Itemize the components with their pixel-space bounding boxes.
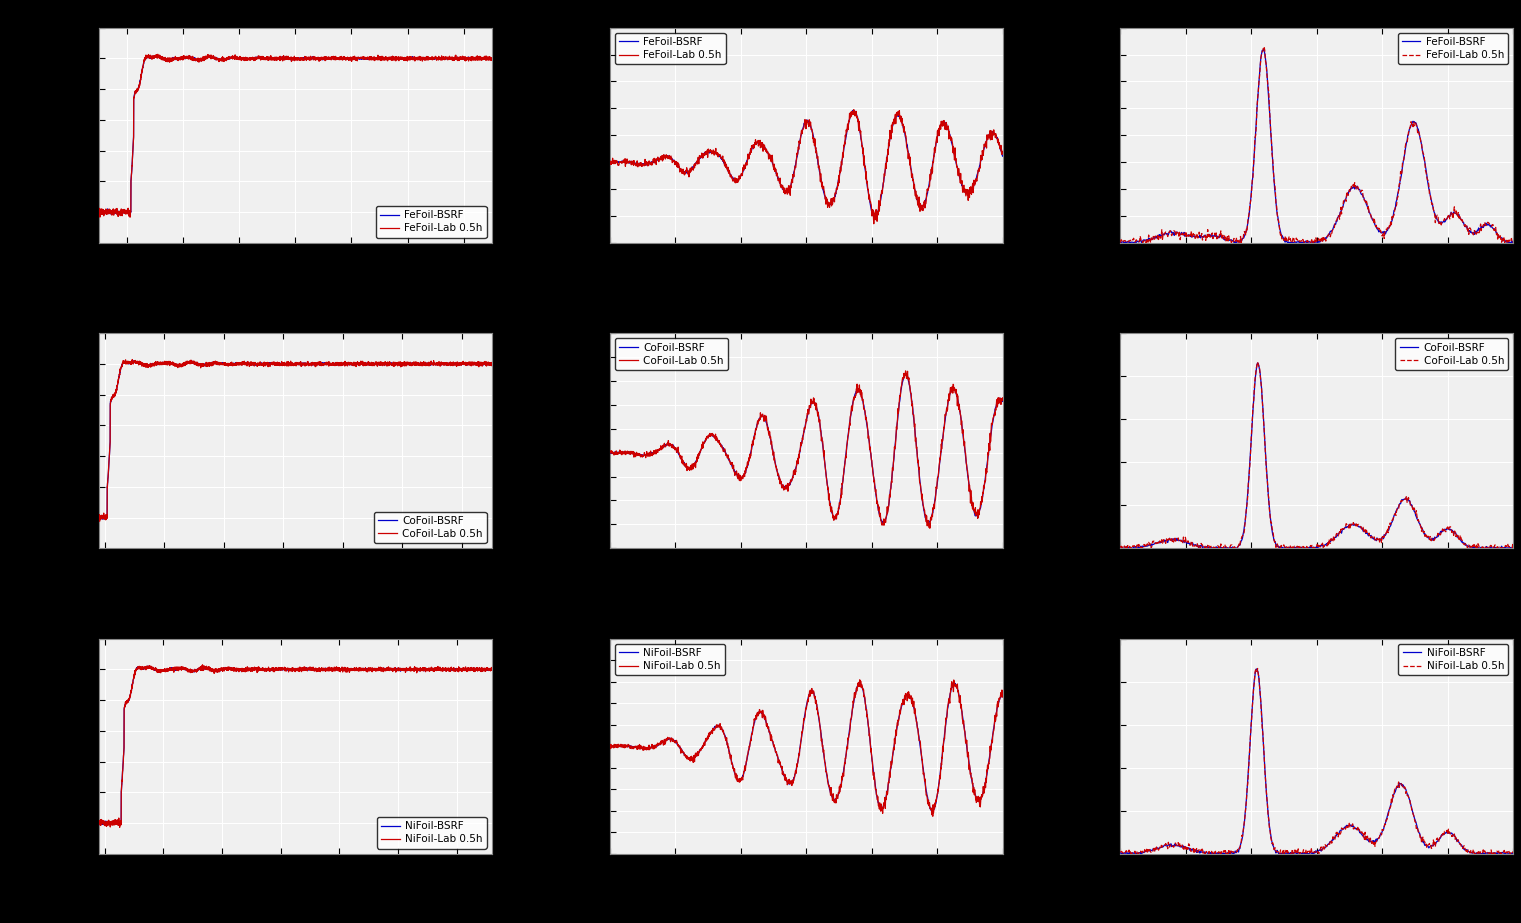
Title: Ni Foil: Ni Foil xyxy=(783,622,829,638)
Y-axis label: |χ(R)|   (Å⁻³): |χ(R)| (Å⁻³) xyxy=(1080,97,1095,174)
Legend: NiFoil-BSRF, NiFoil-Lab 0.5h: NiFoil-BSRF, NiFoil-Lab 0.5h xyxy=(1398,644,1509,676)
Legend: NiFoil-BSRF, NiFoil-Lab 0.5h: NiFoil-BSRF, NiFoil-Lab 0.5h xyxy=(377,817,487,848)
Y-axis label: k² χ(k)   (Å⁻²): k² χ(k) (Å⁻²) xyxy=(570,400,586,482)
X-axis label: Wavenumber   (Å⁻¹): Wavenumber (Å⁻¹) xyxy=(744,871,868,884)
Y-axis label: normalized μ(E): normalized μ(E) xyxy=(61,86,73,185)
X-axis label: Energy   (eV): Energy (eV) xyxy=(254,260,336,273)
Text: a): a) xyxy=(44,7,62,26)
X-axis label: Radial distance   (Å): Radial distance (Å) xyxy=(1253,260,1380,273)
Title: Co Foil: Co Foil xyxy=(1291,317,1343,332)
Y-axis label: normalized μ(E): normalized μ(E) xyxy=(61,391,73,490)
Y-axis label: |χ(R)|   (Å⁻³): |χ(R)| (Å⁻³) xyxy=(1091,708,1106,785)
Text: d): d) xyxy=(44,313,62,331)
Title: Ni Foil: Ni Foil xyxy=(1294,622,1340,638)
X-axis label: Radial distance   (Å): Radial distance (Å) xyxy=(1253,566,1380,579)
Legend: CoFoil-BSRF, CoFoil-Lab 0.5h: CoFoil-BSRF, CoFoil-Lab 0.5h xyxy=(374,511,487,543)
Y-axis label: |χ(R)|   (Å⁻³): |χ(R)| (Å⁻³) xyxy=(1091,402,1106,479)
Y-axis label: normalized μ(E): normalized μ(E) xyxy=(61,697,73,796)
Text: e): e) xyxy=(555,313,573,331)
Title: Fe Foil: Fe Foil xyxy=(1293,11,1342,27)
Legend: FeFoil-BSRF, FeFoil-Lab 0.5h: FeFoil-BSRF, FeFoil-Lab 0.5h xyxy=(376,206,487,237)
Text: h): h) xyxy=(555,618,573,637)
Text: c): c) xyxy=(1065,7,1083,26)
X-axis label: Wavenumber   (Å⁻¹): Wavenumber (Å⁻¹) xyxy=(744,260,868,273)
Title: Fe Foil: Fe Foil xyxy=(271,11,319,27)
Text: f): f) xyxy=(1065,313,1078,331)
Text: i): i) xyxy=(1065,618,1077,637)
X-axis label: Wavenumber   (Å⁻¹): Wavenumber (Å⁻¹) xyxy=(744,566,868,579)
Legend: CoFoil-BSRF, CoFoil-Lab 0.5h: CoFoil-BSRF, CoFoil-Lab 0.5h xyxy=(1395,339,1509,370)
X-axis label: Radial distance   (Å): Radial distance (Å) xyxy=(1253,871,1380,884)
Text: b): b) xyxy=(555,7,573,26)
Legend: FeFoil-BSRF, FeFoil-Lab 0.5h: FeFoil-BSRF, FeFoil-Lab 0.5h xyxy=(1398,33,1509,65)
Title: Co Foil: Co Foil xyxy=(780,317,832,332)
X-axis label: Energy   (eV): Energy (eV) xyxy=(254,871,336,884)
Title: Fe Foil: Fe Foil xyxy=(782,11,830,27)
Legend: FeFoil-BSRF, FeFoil-Lab 0.5h: FeFoil-BSRF, FeFoil-Lab 0.5h xyxy=(614,33,726,65)
X-axis label: Energy   (eV): Energy (eV) xyxy=(254,566,336,579)
Legend: CoFoil-BSRF, CoFoil-Lab 0.5h: CoFoil-BSRF, CoFoil-Lab 0.5h xyxy=(614,339,727,370)
Y-axis label: k² χ(k)   (Å⁻²): k² χ(k) (Å⁻²) xyxy=(570,94,586,176)
Title: Co Foil: Co Foil xyxy=(269,317,321,332)
Title: Ni Foil: Ni Foil xyxy=(272,622,318,638)
Y-axis label: k² χ(k)   (Å⁻²): k² χ(k) (Å⁻²) xyxy=(570,705,586,787)
Legend: NiFoil-BSRF, NiFoil-Lab 0.5h: NiFoil-BSRF, NiFoil-Lab 0.5h xyxy=(614,644,724,676)
Text: g): g) xyxy=(44,618,62,637)
